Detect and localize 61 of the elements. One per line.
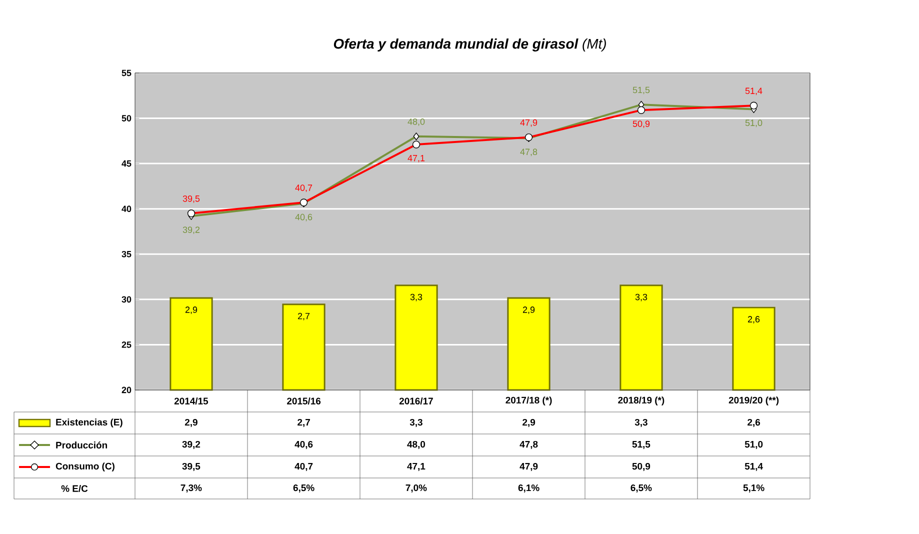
text: 39,2 (182, 226, 200, 234)
x-tick-label: 2018/19 (*) (618, 396, 664, 406)
data-label: 50,9 (632, 462, 650, 472)
data-label: 47,8 (520, 440, 538, 450)
text: 2,6 (748, 316, 760, 324)
data-label: 48,0 (407, 440, 426, 450)
y-tick-label: 35 (122, 250, 132, 258)
text: 51,4 (745, 88, 762, 96)
x-tick-label: 2017/18 (*) (506, 396, 552, 406)
text: 51,0 (745, 120, 762, 128)
text: 47,9 (520, 119, 538, 127)
text: % E/C (61, 484, 88, 492)
y-tick-label: 50 (122, 115, 132, 122)
data-label: 2,9 (184, 418, 198, 428)
text: 6,5% (630, 484, 652, 493)
chart-title: Oferta y demanda mundial de girasol (Mt) (334, 38, 606, 52)
y-tick-label: 25 (122, 342, 132, 348)
text: 2,9 (522, 306, 535, 314)
text: 47,8 (520, 148, 538, 156)
y-tick-label: 30 (122, 296, 132, 303)
data-label: 3,3 (410, 418, 422, 428)
x-tick-label: 2015/16 (287, 397, 321, 405)
legend-label: Producción (56, 441, 108, 449)
data-label: 47,9 (520, 462, 538, 472)
text: 51,5 (632, 86, 650, 94)
data-label: 47,1 (407, 462, 426, 471)
data-label: 2,6 (748, 418, 760, 428)
text: 40,6 (295, 214, 312, 222)
data-label: 39,5 (182, 462, 200, 472)
data-label: 51,4 (744, 462, 763, 471)
text: 7,3% (180, 484, 202, 493)
x-tick-label: 2019/20 (**) (728, 396, 779, 406)
text: 40,7 (295, 184, 312, 192)
legend-label: Existencias (E) (56, 418, 122, 428)
text: 48,0 (408, 118, 425, 126)
text: 3,3 (635, 294, 648, 302)
y-tick-label: 55 (122, 70, 132, 76)
text: 2,9 (185, 306, 198, 314)
text: 7,0% (406, 484, 427, 493)
y-tick-label: 40 (122, 206, 132, 212)
data-label: 2,7 (298, 418, 310, 428)
text: 39,5 (182, 195, 200, 203)
text: 2,7 (298, 312, 310, 320)
data-label: 2,9 (522, 418, 536, 428)
data-label: 51,5 (632, 440, 650, 449)
x-tick-label: 2014/15 (174, 397, 208, 405)
text: 5,1% (743, 484, 764, 493)
data-label: 39,2 (182, 440, 200, 450)
text: 3,3 (410, 294, 422, 302)
text: 47,1 (408, 155, 425, 162)
y-tick-label: 20 (122, 386, 132, 394)
data-label: 40,6 (294, 440, 313, 450)
legend-label: Consumo (C) (56, 462, 114, 472)
data-label: 51,0 (744, 440, 763, 450)
y-tick-label: 45 (122, 160, 132, 167)
data-label: 3,3 (634, 418, 648, 428)
text: 6,5% (293, 484, 314, 493)
text: 50,9 (632, 120, 650, 128)
x-tick-label: 2016/17 (399, 397, 433, 405)
text: 6,1% (518, 484, 540, 493)
data-label: 40,7 (294, 462, 313, 472)
